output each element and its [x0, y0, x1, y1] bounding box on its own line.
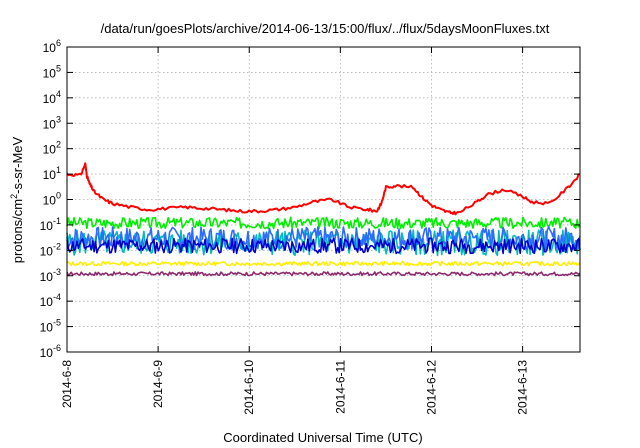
series-line-1: [66, 216, 581, 230]
y-tick-label: 100: [43, 191, 61, 208]
y-tick-label: 10-6: [40, 343, 61, 360]
y-tick-label: 101: [43, 165, 61, 182]
series-line-6: [66, 271, 581, 277]
y-axis-title-suffix: -s-sr-MeV: [10, 136, 25, 193]
x-tick-label: 2014-6-11: [333, 360, 347, 414]
y-axis-title: protons/cm2-s-sr-MeV: [9, 136, 25, 263]
x-axis: 2014-6-8 2014-6-9 2014-6-10 2014-6-11 2014-6…: [60, 47, 530, 415]
x-tick-label: 2014-6-10: [242, 360, 256, 415]
y-tick-label: 10-1: [40, 216, 61, 233]
y-tick-label: 10-4: [40, 292, 61, 309]
x-tick-label: 2014-6-9: [151, 360, 165, 408]
y-tick-label: 104: [43, 89, 61, 106]
y-tick-label: 103: [43, 114, 61, 131]
y-axis-title-sup: 2: [9, 194, 19, 199]
y-tick-label: 102: [43, 140, 61, 157]
y-tick-label: 105: [43, 63, 61, 80]
x-tick-label: 2014-6-13: [516, 360, 530, 415]
x-axis-title: Coordinated Universal Time (UTC): [223, 430, 422, 445]
x-tick-label: 2014-6-12: [424, 360, 438, 415]
y-tick-label: 10-3: [40, 267, 61, 284]
chart-title: /data/run/goesPlots/archive/2014-06-13/1…: [101, 21, 550, 36]
y-axis-title-prefix: protons/cm: [10, 199, 25, 263]
series-layer: [66, 162, 581, 277]
y-tick-label: 10-5: [40, 318, 61, 335]
series-line-0: [66, 162, 581, 216]
y-tick-label: 10-2: [40, 241, 61, 258]
x-tick-label: 2014-6-8: [60, 360, 74, 408]
y-tick-label: 106: [43, 38, 61, 55]
series-line-5: [66, 260, 581, 267]
series-line-4: [66, 237, 581, 255]
y-axis: 10-6 10-5 10-4 10-3 10-2 10-1 100 101 102 103 104 1…: [40, 38, 580, 360]
